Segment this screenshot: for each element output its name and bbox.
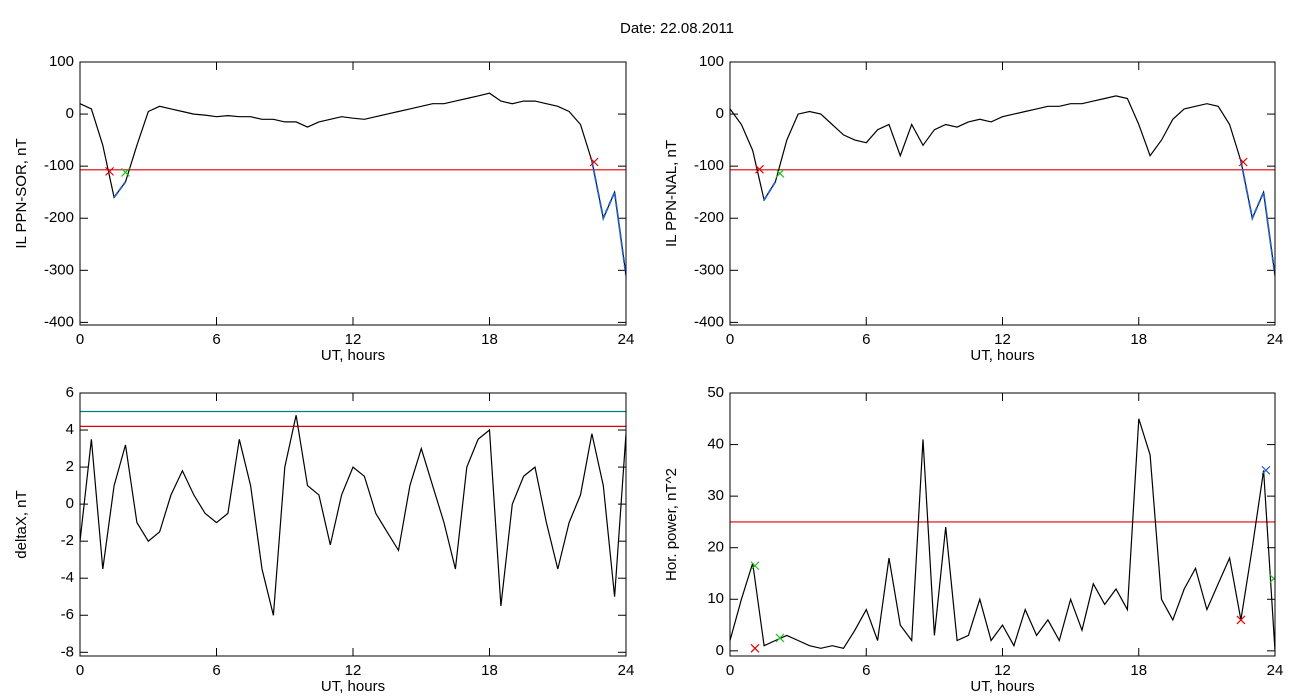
y-tick-label: -200 [44, 209, 74, 226]
y-tick-label: 10 [707, 590, 724, 607]
data-line [763, 160, 1275, 276]
y-tick-label: -300 [694, 261, 724, 278]
event-marker [1269, 574, 1275, 584]
x-tick-label: 6 [862, 331, 870, 348]
event-marker [1261, 465, 1271, 475]
x-tick-label: 24 [618, 331, 635, 348]
event-marker [1238, 157, 1248, 167]
x-tick-label: 18 [481, 331, 498, 348]
event-marker [750, 643, 760, 653]
data-line [730, 418, 1275, 651]
x-tick-label: 18 [1130, 662, 1147, 679]
y-tick-label: 2 [66, 458, 74, 475]
plot-frame [729, 392, 1276, 657]
x-tick-label: 24 [1267, 662, 1284, 679]
plot-area [80, 92, 626, 276]
x-tick-label: 6 [212, 662, 220, 679]
event-marker [121, 167, 130, 177]
x-tick-label: 12 [994, 662, 1011, 679]
plot-area [80, 410, 626, 616]
data-line [113, 160, 626, 276]
y-tick-label: 0 [66, 495, 74, 512]
y-tick-label: -300 [44, 261, 74, 278]
x-tick-label: 6 [862, 662, 870, 679]
y-tick-label: -100 [694, 157, 724, 174]
data-line [80, 415, 626, 616]
y-tick-label: -400 [44, 313, 74, 330]
y-tick-label: -200 [694, 209, 724, 226]
x-axis-label: UT, hours [970, 347, 1034, 364]
x-tick-label: 0 [76, 662, 84, 679]
x-tick-label: 0 [726, 331, 734, 348]
y-tick-label: -6 [61, 606, 74, 623]
plot-frame [729, 61, 1276, 326]
x-axis-label: UT, hours [970, 678, 1034, 695]
y-tick-label: 4 [66, 421, 74, 438]
y-tick-label: -4 [61, 569, 74, 586]
x-tick-label: 12 [345, 662, 362, 679]
x-tick-label: 12 [994, 331, 1011, 348]
y-tick-label: 0 [716, 105, 724, 122]
y-tick-label: -8 [61, 643, 74, 660]
event-marker [1236, 615, 1246, 625]
y-axis-label: IL PPN-NAL, nT [663, 140, 680, 247]
y-tick-label: 30 [707, 487, 724, 504]
event-marker [755, 164, 764, 174]
y-tick-label: 0 [66, 105, 74, 122]
x-tick-label: 24 [618, 662, 635, 679]
x-tick-label: 24 [1267, 331, 1284, 348]
x-tick-label: 12 [345, 331, 362, 348]
data-line [80, 92, 626, 276]
y-tick-label: 100 [49, 53, 74, 70]
y-tick-label: 40 [707, 436, 724, 453]
y-tick-label: 100 [699, 53, 724, 70]
plot-frame [79, 61, 627, 326]
plot-frame [79, 392, 627, 657]
y-tick-label: 20 [707, 539, 724, 556]
y-tick-label: 50 [707, 384, 724, 401]
event-marker [750, 561, 760, 571]
y-tick-label: 6 [66, 384, 74, 401]
figure-title: Date: 22.08.2011 [620, 20, 734, 37]
x-tick-label: 18 [1130, 331, 1147, 348]
y-tick-label: 0 [716, 642, 724, 659]
plot-area [730, 418, 1275, 653]
y-tick-label: -400 [694, 313, 724, 330]
event-marker [775, 169, 785, 178]
event-marker [775, 633, 785, 643]
event-marker [105, 166, 114, 176]
x-tick-label: 6 [212, 331, 220, 348]
data-line [730, 95, 1275, 276]
x-axis-label: UT, hours [321, 347, 385, 364]
event-marker [589, 157, 599, 167]
x-tick-label: 0 [76, 331, 84, 348]
y-axis-label: deltaX, nT [13, 490, 30, 558]
x-tick-label: 0 [726, 662, 734, 679]
y-axis-label: Hor. power, nT^2 [663, 468, 680, 581]
y-tick-label: -100 [44, 157, 74, 174]
y-axis-label: IL PPN-SOR, nT [13, 138, 30, 248]
y-tick-label: -2 [61, 532, 74, 549]
x-axis-label: UT, hours [321, 678, 385, 695]
plot-area [730, 95, 1275, 276]
x-tick-label: 18 [481, 662, 498, 679]
